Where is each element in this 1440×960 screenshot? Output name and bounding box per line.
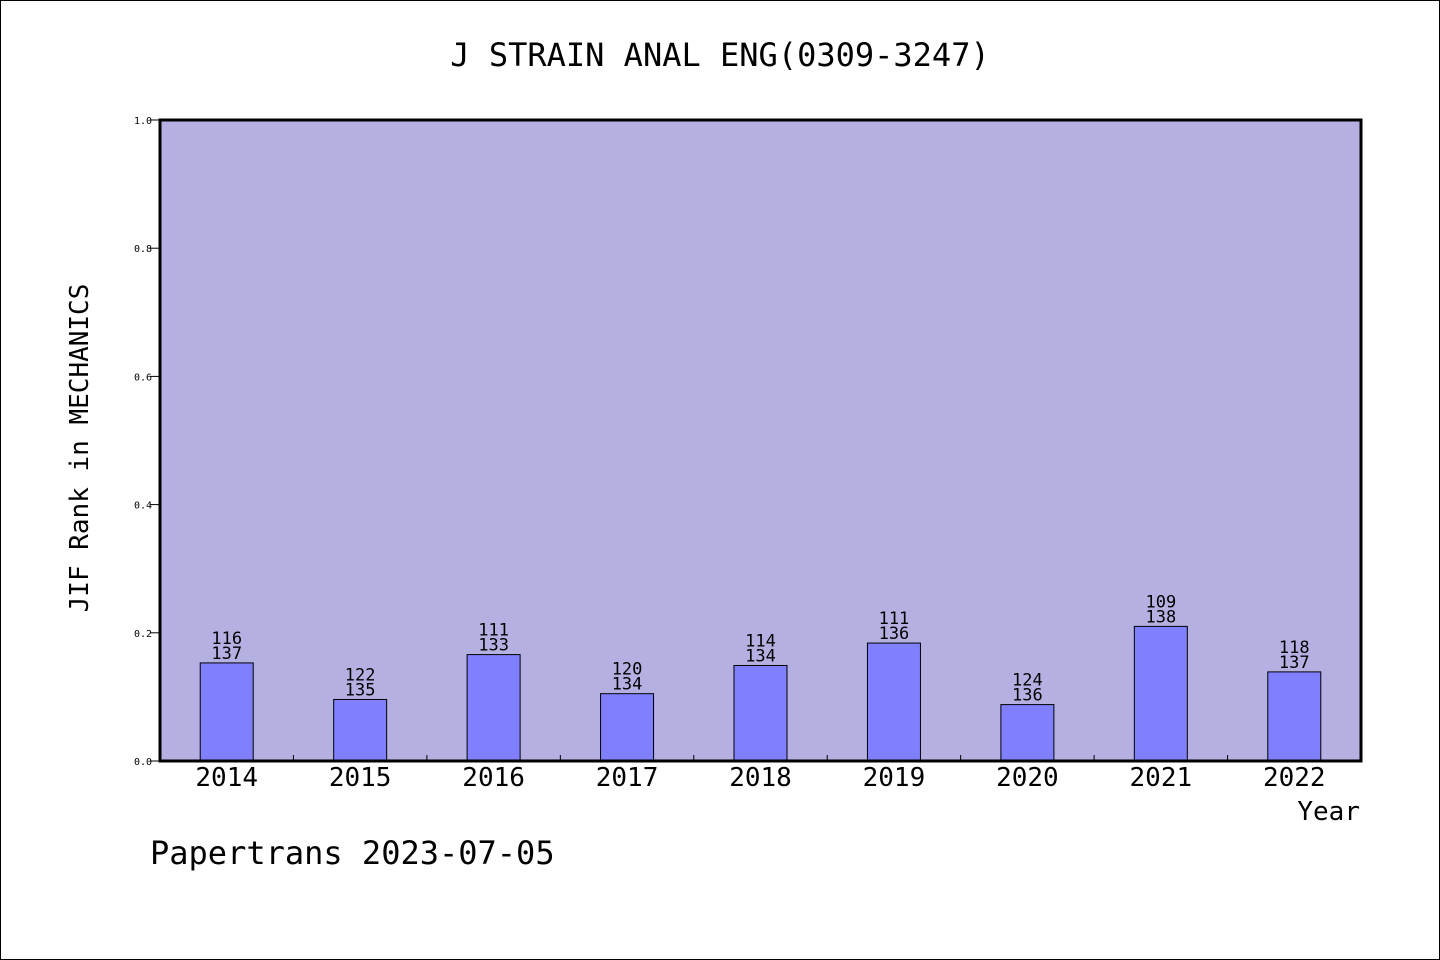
bar-rank-label-2016: 111 bbox=[478, 621, 509, 641]
bar-rank-label-2018: 114 bbox=[745, 631, 776, 651]
bar-total-label-2015: 135 bbox=[345, 680, 376, 700]
bar-rank-label-2015: 122 bbox=[345, 665, 376, 685]
bar-2015 bbox=[333, 698, 388, 762]
bar-rank-label-2017: 120 bbox=[612, 660, 643, 680]
y-tick-label-4: 0.8 bbox=[134, 244, 152, 255]
x-axis: 2014 2015 2016 2017 2018 2019 2020 2021 2022 bbox=[195, 755, 1326, 793]
x-axis-label: Year bbox=[1297, 797, 1360, 827]
x-tick-label-2017: 2017 bbox=[596, 763, 659, 793]
y-axis: 0.0 0.2 0.4 0.6 0.8 1.0 bbox=[134, 116, 160, 768]
bar-2018 bbox=[733, 664, 788, 762]
x-tick-label-2015: 2015 bbox=[329, 763, 392, 793]
bar-total-label-2019: 136 bbox=[879, 624, 910, 644]
bar-2021 bbox=[1133, 625, 1188, 762]
bar-total-label-2014: 137 bbox=[211, 644, 242, 664]
x-tick-label-2014: 2014 bbox=[195, 763, 258, 793]
bar-total-label-2020: 136 bbox=[1012, 686, 1043, 706]
bar-2022 bbox=[1267, 671, 1322, 762]
bar-2019 bbox=[866, 642, 921, 762]
bar-total-label-2022: 137 bbox=[1279, 653, 1310, 673]
bar-rank-label-2022: 118 bbox=[1279, 638, 1310, 658]
y-tick-label-3: 0.6 bbox=[134, 372, 152, 383]
bar-total-label-2018: 134 bbox=[745, 646, 776, 666]
bar-series bbox=[199, 625, 1322, 762]
x-tick-label-2022: 2022 bbox=[1263, 763, 1326, 793]
chart-title: J STRAIN ANAL ENG(0309-3247) bbox=[450, 36, 989, 74]
x-tick-label-2016: 2016 bbox=[462, 763, 525, 793]
x-tick-label-2021: 2021 bbox=[1130, 763, 1193, 793]
x-tick-label-2020: 2020 bbox=[996, 763, 1059, 793]
bar-rank-label-2014: 116 bbox=[211, 629, 242, 649]
bar-total-label-2021: 138 bbox=[1145, 607, 1176, 627]
y-tick-label-5: 1.0 bbox=[134, 116, 152, 127]
y-tick-label-1: 0.2 bbox=[134, 629, 152, 640]
bar-rank-label-2019: 111 bbox=[879, 609, 910, 629]
bar-rank-label-2021: 109 bbox=[1145, 592, 1176, 612]
y-tick-label-0: 0.0 bbox=[134, 757, 152, 768]
y-axis-label: JIF Rank in MECHANICS bbox=[65, 284, 95, 613]
y-tick-label-2: 0.4 bbox=[134, 501, 152, 512]
bar-2016 bbox=[466, 654, 521, 762]
footer-credit: Papertrans 2023-07-05 bbox=[150, 834, 555, 872]
bar-2014 bbox=[199, 662, 254, 762]
bar-2017 bbox=[600, 693, 655, 762]
bar-total-label-2017: 134 bbox=[612, 675, 643, 695]
bar-labels: 1161371221351111331201341141341111361241… bbox=[211, 592, 1309, 705]
bar-2020 bbox=[1000, 704, 1055, 762]
plot-border bbox=[158, 118, 1363, 763]
x-tick-label-2019: 2019 bbox=[863, 763, 926, 793]
bar-rank-label-2020: 124 bbox=[1012, 671, 1043, 691]
bar-total-label-2016: 133 bbox=[478, 636, 509, 656]
x-tick-label-2018: 2018 bbox=[729, 763, 792, 793]
